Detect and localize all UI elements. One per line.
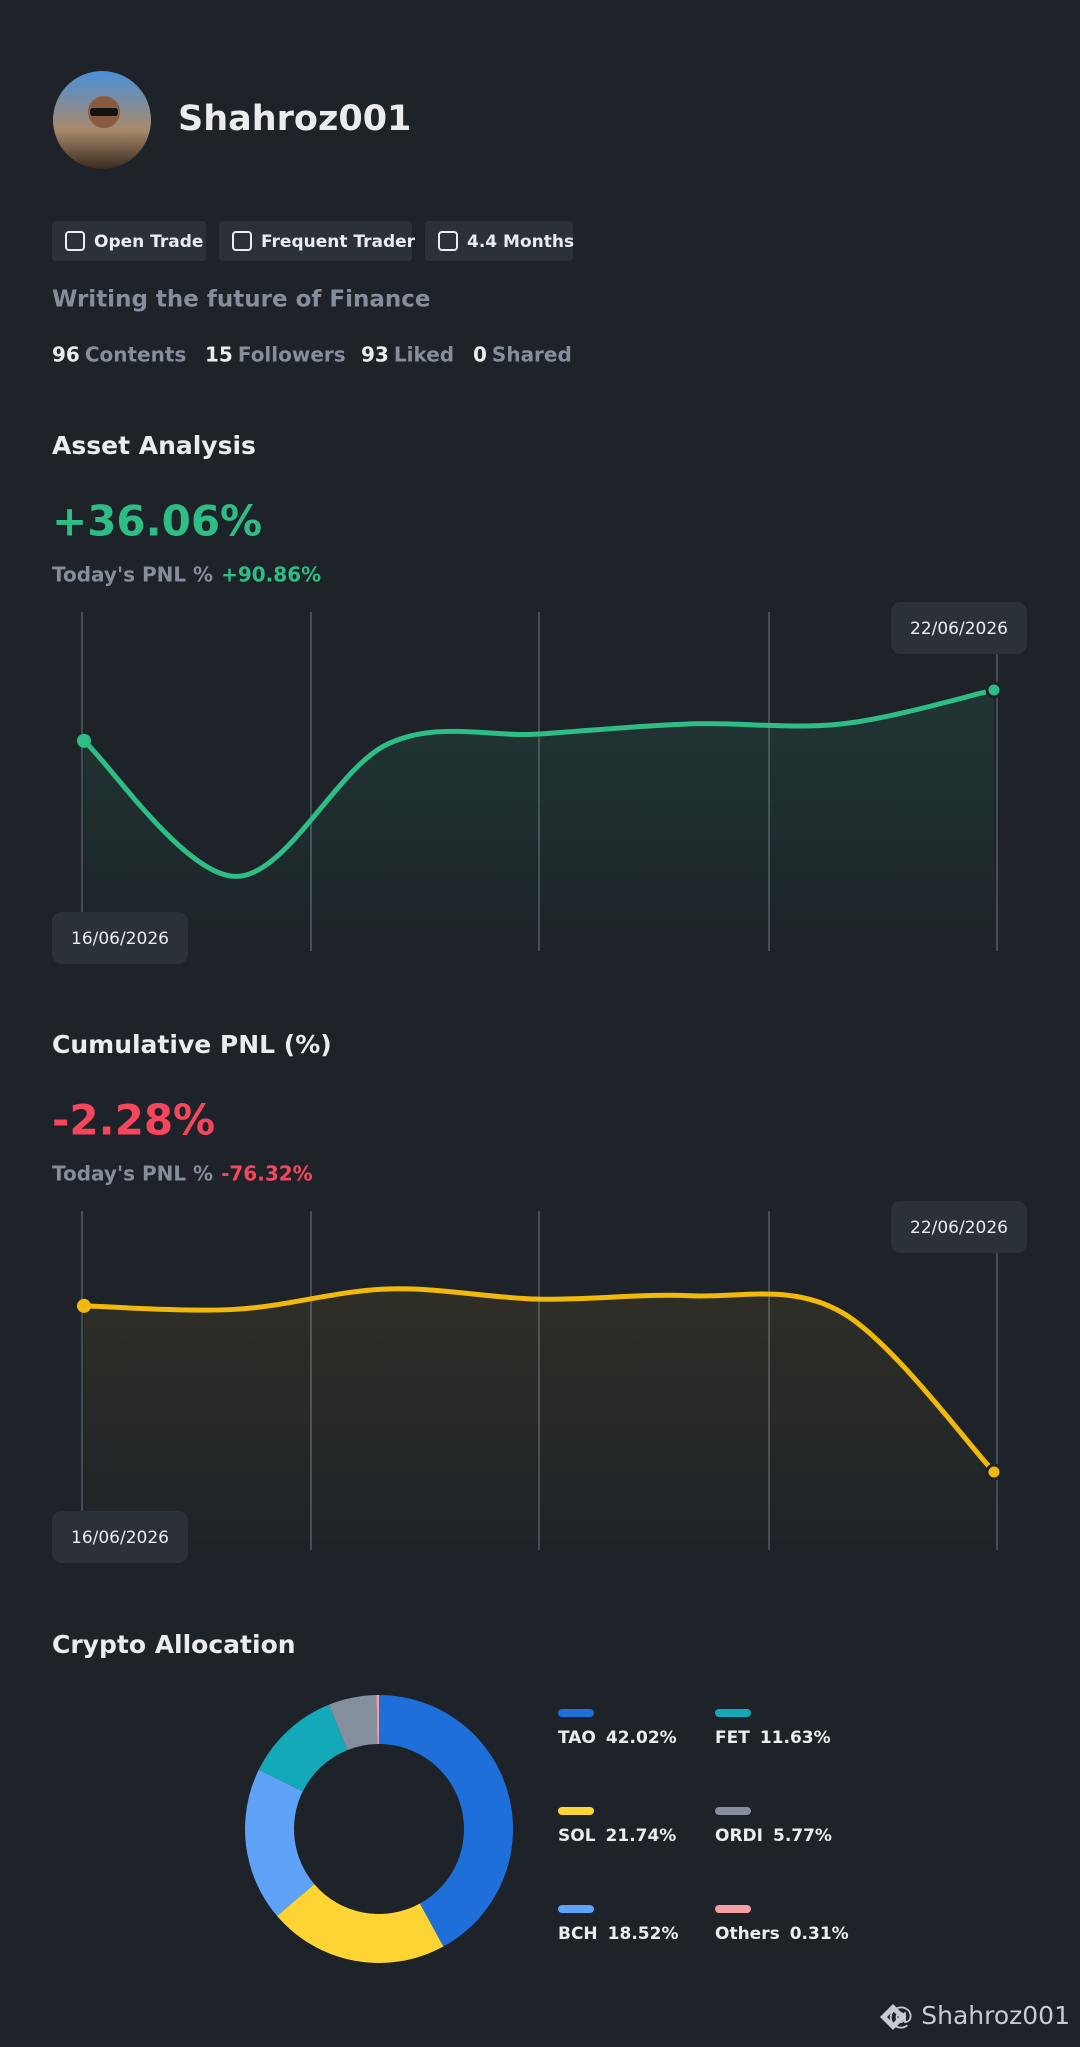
username: Shahroz001 <box>178 99 411 139</box>
section-title: Crypto Allocation <box>52 1630 296 1659</box>
legend-label: ORDI <box>715 1826 763 1846</box>
start-point <box>77 733 91 748</box>
pnl-label: Today's PNL % <box>52 1162 213 1186</box>
donut-slice <box>245 1769 315 1916</box>
badge-icon <box>65 231 85 251</box>
end-point <box>985 681 1003 699</box>
stat-label: Followers <box>238 343 346 367</box>
start-point <box>77 1298 91 1313</box>
donut-slice <box>329 1695 378 1751</box>
section-title: Asset Analysis <box>52 431 256 460</box>
date-tooltip <box>891 1201 1027 1253</box>
donut-slice <box>379 1695 513 1947</box>
legend-value: 18.52% <box>608 1924 679 1944</box>
badge-label: 4.4 Months <box>467 232 574 252</box>
donut-slice <box>376 1695 379 1745</box>
legend-swatch <box>558 1905 594 1913</box>
legend-label: BCH <box>558 1924 598 1944</box>
line <box>82 687 995 879</box>
badge <box>425 221 573 261</box>
legend-swatch <box>715 1807 751 1815</box>
stat-value: 0 <box>473 343 487 367</box>
legend-swatch <box>715 1709 751 1717</box>
date-tooltip <box>891 602 1027 654</box>
watermark: @ Shahroz001 <box>888 2001 1070 2030</box>
avatar-glasses <box>90 108 118 116</box>
date-tooltip <box>52 1511 188 1563</box>
legend-value: 5.77% <box>773 1826 832 1846</box>
date-label: 16/06/2026 <box>71 929 169 949</box>
date-label: 16/06/2026 <box>71 1528 169 1548</box>
legend-swatch <box>715 1905 751 1913</box>
legend-value: 42.02% <box>606 1728 677 1748</box>
legend-value: 11.63% <box>760 1728 831 1748</box>
stat-value: 15 <box>205 343 233 367</box>
line-area <box>84 689 994 951</box>
pnl-label: Today's PNL % <box>52 563 213 587</box>
headline-value: +36.06% <box>52 497 262 546</box>
legend-swatch <box>558 1807 594 1815</box>
stat-value: 96 <box>52 343 80 367</box>
bio: Writing the future of Finance <box>52 287 431 313</box>
legend-label: TAO <box>558 1728 596 1748</box>
line <box>83 1286 996 1474</box>
badge-icon <box>438 231 458 251</box>
donut-slice <box>277 1884 444 1963</box>
line-area <box>84 1288 994 1550</box>
date-label: 22/06/2026 <box>910 619 1008 639</box>
headline-value: -2.28% <box>52 1096 215 1145</box>
badge <box>52 221 206 261</box>
legend-label: Others <box>715 1924 780 1944</box>
badge-label: Open Trade <box>94 232 203 252</box>
logo <box>880 2004 906 2030</box>
donut-slice <box>258 1704 348 1792</box>
date-label: 22/06/2026 <box>910 1218 1008 1238</box>
badge-icon <box>232 231 252 251</box>
stat-value: 93 <box>361 343 389 367</box>
date-tooltip <box>52 912 188 964</box>
pnl-value: +90.86% <box>221 563 321 587</box>
legend-label: SOL <box>558 1826 596 1846</box>
pnl-value: -76.32% <box>221 1162 313 1186</box>
badge <box>219 221 412 261</box>
stat-label: Shared <box>492 343 572 367</box>
legend-value: 21.74% <box>606 1826 677 1846</box>
stat-label: Liked <box>394 343 454 367</box>
legend-value: 0.31% <box>790 1924 849 1944</box>
legend-label: FET <box>715 1728 750 1748</box>
badge-label: Frequent Trader <box>261 232 416 252</box>
section-title: Cumulative PNL (%) <box>52 1030 332 1059</box>
stat-label: Contents <box>85 343 186 367</box>
legend-swatch <box>558 1709 594 1717</box>
end-point <box>985 1463 1003 1481</box>
